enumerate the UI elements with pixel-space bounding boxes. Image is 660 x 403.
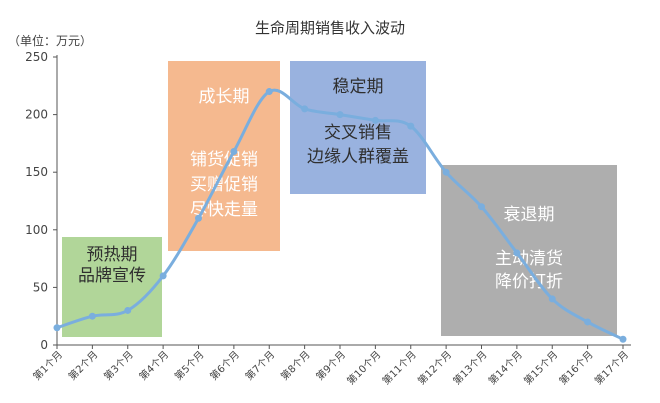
data-point-1 bbox=[53, 324, 61, 332]
data-point-15 bbox=[548, 295, 556, 303]
phase-title: 稳定期 bbox=[333, 77, 384, 97]
phase-strategy-line: 品牌宣传 bbox=[78, 266, 146, 286]
data-point-2 bbox=[88, 312, 96, 320]
x-tick-label: 第16个月 bbox=[556, 348, 595, 387]
data-point-4 bbox=[159, 272, 167, 280]
x-tick-label: 第3个月 bbox=[101, 348, 136, 383]
phase-box-bg bbox=[168, 61, 280, 251]
x-tick-label: 第2个月 bbox=[66, 348, 101, 383]
data-point-9 bbox=[336, 111, 344, 119]
data-point-6 bbox=[230, 147, 238, 155]
series-line bbox=[53, 88, 627, 343]
data-point-16 bbox=[584, 318, 592, 326]
data-point-14 bbox=[513, 249, 521, 257]
phase-title: 衰退期 bbox=[504, 205, 555, 225]
phase-strategy-line: 买赠促销 bbox=[190, 175, 258, 195]
phase-box-bg bbox=[290, 61, 426, 194]
data-point-3 bbox=[124, 306, 132, 314]
data-point-11 bbox=[407, 122, 415, 130]
x-tick-label: 第14个月 bbox=[486, 348, 525, 387]
phase-boxes: 预热期品牌宣传成长期铺货促销买赠促销尽快走量稳定期交叉销售边缘人群覆盖衰退期主动… bbox=[62, 61, 617, 337]
y-tick-label: 100 bbox=[25, 223, 48, 237]
phase-title: 成长期 bbox=[199, 87, 250, 107]
data-point-13 bbox=[478, 203, 485, 211]
x-tick-label: 第11个月 bbox=[379, 348, 418, 387]
phase-strategy-line: 降价打折 bbox=[495, 272, 563, 292]
x-tick-label: 第9个月 bbox=[313, 348, 348, 383]
phase-strategy-line: 边缘人群覆盖 bbox=[307, 147, 409, 167]
phase-strategy-line: 主动清货 bbox=[495, 249, 563, 269]
chart-title: 生命周期销售收入波动 bbox=[255, 19, 405, 37]
y-unit-label: （单位：万元） bbox=[8, 33, 92, 48]
x-tick-label: 第15个月 bbox=[521, 348, 560, 387]
data-point-12 bbox=[442, 168, 450, 176]
x-tick-label: 第6个月 bbox=[207, 348, 242, 383]
phase-title: 预热期 bbox=[87, 245, 138, 265]
x-tick-label: 第17个月 bbox=[592, 348, 631, 387]
x-tick-label: 第5个月 bbox=[172, 348, 207, 383]
phase-strategy-line: 交叉销售 bbox=[324, 123, 392, 143]
x-tick-label: 第13个月 bbox=[450, 348, 489, 387]
x-tick-label: 第1个月 bbox=[30, 348, 65, 383]
data-point-17 bbox=[619, 335, 627, 343]
axes bbox=[53, 55, 631, 349]
data-point-5 bbox=[195, 214, 202, 222]
data-point-7 bbox=[265, 88, 273, 96]
x-tick-label: 第10个月 bbox=[344, 348, 383, 387]
y-tick-label: 150 bbox=[25, 165, 48, 179]
y-tick-label: 0 bbox=[40, 338, 48, 352]
x-tick-label: 第12个月 bbox=[415, 348, 454, 387]
x-tick-label: 第8个月 bbox=[278, 348, 313, 383]
x-tick-label: 第7个月 bbox=[242, 348, 277, 383]
y-tick-label: 250 bbox=[25, 50, 48, 64]
phase-strategy-line: 铺货促销 bbox=[190, 150, 258, 170]
y-tick-label: 50 bbox=[33, 280, 48, 294]
data-point-8 bbox=[301, 105, 309, 113]
y-tick-label: 200 bbox=[25, 108, 48, 122]
x-tick-label: 第4个月 bbox=[136, 348, 171, 383]
data-point-10 bbox=[371, 116, 379, 124]
